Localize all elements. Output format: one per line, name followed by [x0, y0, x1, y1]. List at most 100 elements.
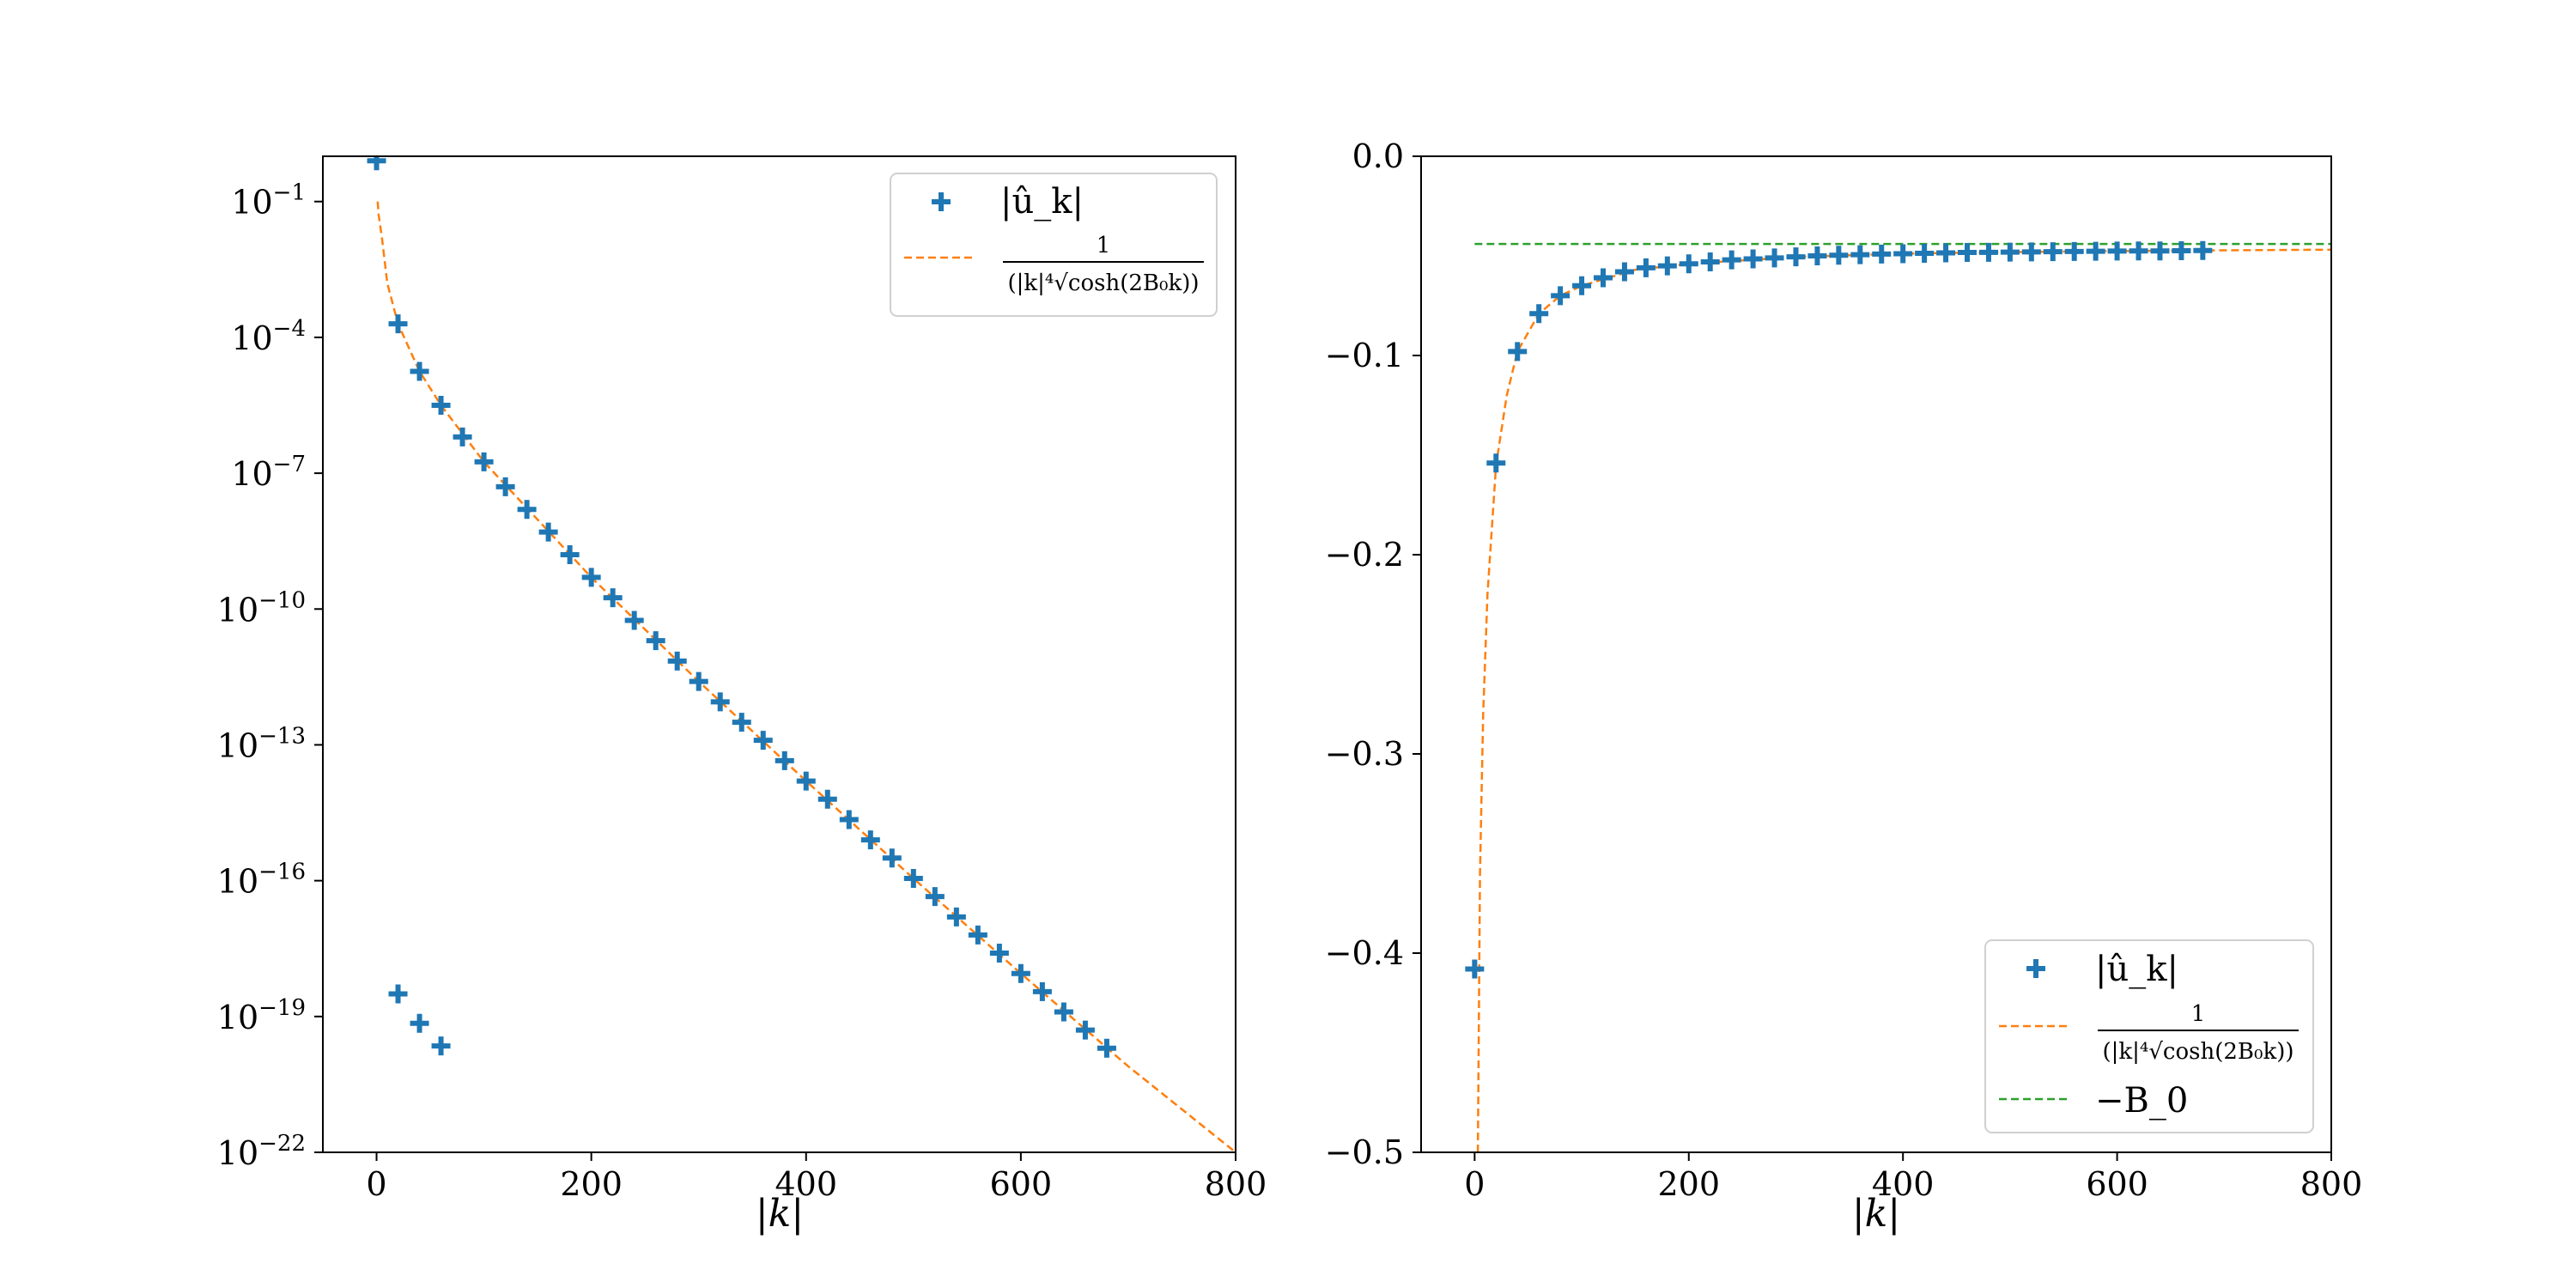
left-fit-curve: [376, 201, 1236, 1152]
right-data-point: [2043, 242, 2063, 262]
left-data-point: [603, 588, 623, 608]
right-data-point: [1679, 254, 1698, 274]
left-data-point: [732, 713, 751, 732]
left-data-point: [1054, 1002, 1073, 1022]
left-data-point: [410, 1013, 429, 1033]
left-data-point: [431, 1036, 451, 1056]
svg-text:(|k|⁴√cosh(2B₀k)): (|k|⁴√cosh(2B₀k)): [2103, 1039, 2294, 1065]
right-data-point: [2086, 241, 2105, 261]
right-data-point: [1786, 247, 1806, 267]
right-ytick-label: 0.0: [1352, 137, 1404, 175]
svg-text:1: 1: [2191, 1001, 2206, 1027]
left-xtick-label: 0: [366, 1165, 386, 1203]
right-data-point: [2150, 241, 2170, 261]
left-legend-label-points: |û_k|: [1000, 182, 1084, 222]
left-ytick-label: 10−10: [217, 587, 306, 629]
right-xtick-label: 400: [1872, 1165, 1935, 1203]
left-ytick-label: 10−7: [231, 452, 306, 493]
right-ytick-group: −0.5 −0.4 −0.3 −0.2 −0.1 0.0: [1325, 137, 1421, 1171]
left-data-point: [1075, 1020, 1095, 1040]
right-xlabel: |k|: [1852, 1192, 1900, 1236]
right-data-point: [1700, 252, 1720, 271]
left-ytick-label: 10−13: [217, 723, 306, 764]
left-ytick-label: 10−22: [217, 1131, 306, 1172]
left-data-point: [775, 750, 794, 770]
right-legend-marker-points: [2026, 959, 2045, 978]
right-xtick-label: 800: [2300, 1165, 2363, 1203]
right-data-point: [1807, 246, 1827, 265]
left-data-point: [796, 771, 816, 791]
right-data-point: [1486, 453, 1506, 473]
left-points-layer: [367, 156, 1116, 1058]
left-data-point: [495, 477, 515, 496]
right-data-point: [1657, 256, 1677, 276]
left-data-point: [410, 361, 429, 381]
right-xtick-group: 0 200 400 600 800: [1464, 1152, 2362, 1203]
right-xtick-label: 0: [1464, 1165, 1485, 1203]
left-xtick-label: 200: [560, 1165, 623, 1203]
svg-text:(|k|⁴√cosh(2B₀k)): (|k|⁴√cosh(2B₀k)): [1008, 270, 1200, 296]
left-data-point: [968, 925, 987, 945]
left-xtick-group: 0 200 400 600 800: [366, 1152, 1267, 1203]
left-data-point: [646, 631, 665, 651]
left-data-point: [1097, 1038, 1116, 1058]
left-data-point: [388, 984, 408, 1004]
right-ytick-label: −0.4: [1325, 934, 1404, 972]
right-ytick-label: −0.2: [1325, 536, 1404, 574]
right-legend-box: [1984, 939, 2314, 1133]
right-data-point: [1594, 268, 1613, 288]
right-ytick-label: −0.5: [1325, 1133, 1404, 1171]
right-data-point: [2000, 242, 2020, 262]
right-legend-label-curve: 1 (|k|⁴√cosh(2B₀k)): [2098, 1001, 2299, 1065]
left-data-point: [431, 396, 451, 415]
left-data-point: [903, 869, 923, 888]
right-data-point: [1614, 262, 1634, 282]
right-data-point: [1893, 244, 1913, 264]
right-data-point: [1958, 243, 1977, 263]
left-xtick-label: 600: [990, 1165, 1053, 1203]
right-data-point: [2172, 240, 2191, 260]
svg-text:1: 1: [1097, 233, 1111, 258]
left-data-point: [560, 545, 580, 564]
right-data-point: [1529, 304, 1549, 324]
left-axes-frame: [322, 155, 1236, 1153]
left-data-point: [989, 944, 1009, 963]
right-data-point: [1465, 959, 1485, 979]
right-data-point: [2021, 242, 2041, 262]
right-data-point: [1872, 244, 1892, 264]
left-data-point: [367, 156, 386, 171]
left-data-point: [710, 692, 730, 712]
left-data-point: [925, 887, 945, 907]
right-panel: 0 200 400 600 800 −0.5 −0.4 −0.3 −0.2 −0.1 0.0 |k…: [1325, 137, 2363, 1236]
left-ytick-label: 10−19: [217, 995, 306, 1036]
left-fit-curve-layer: [376, 201, 1236, 1152]
left-ytick-label: 10−1: [231, 180, 306, 222]
left-data-point: [817, 789, 837, 809]
right-data-point: [1765, 248, 1784, 268]
right-data-point: [1722, 250, 1741, 270]
left-panel: 0 200 400 600 800 10−2210−1910−1610−1310−101…: [217, 155, 1267, 1236]
left-data-point: [753, 731, 773, 750]
right-data-point: [2193, 240, 2213, 260]
left-data-point: [581, 568, 601, 587]
left-ytick-label: 10−4: [231, 316, 306, 357]
right-legend-label-minus-b0: −B_0: [2095, 1081, 2188, 1121]
left-data-point: [517, 500, 537, 519]
left-data-point: [388, 314, 408, 334]
left-data-point: [1032, 981, 1052, 1001]
left-data-point: [1011, 963, 1030, 983]
right-data-point: [1743, 249, 1763, 269]
right-xtick-label: 600: [2086, 1165, 2148, 1203]
right-data-point: [2129, 241, 2148, 261]
right-data-point: [1636, 258, 1656, 277]
left-data-point: [689, 671, 708, 691]
right-points-layer: [1465, 240, 2213, 979]
right-ytick-label: −0.1: [1325, 337, 1404, 374]
left-ytick-label: 10−16: [217, 860, 306, 901]
right-axes-frame: [1420, 155, 2332, 1153]
right-legend-label-points: |û_k|: [2095, 950, 2178, 989]
right-xtick-label: 200: [1657, 1165, 1720, 1203]
left-data-point: [538, 522, 558, 542]
left-data-point: [882, 848, 902, 868]
